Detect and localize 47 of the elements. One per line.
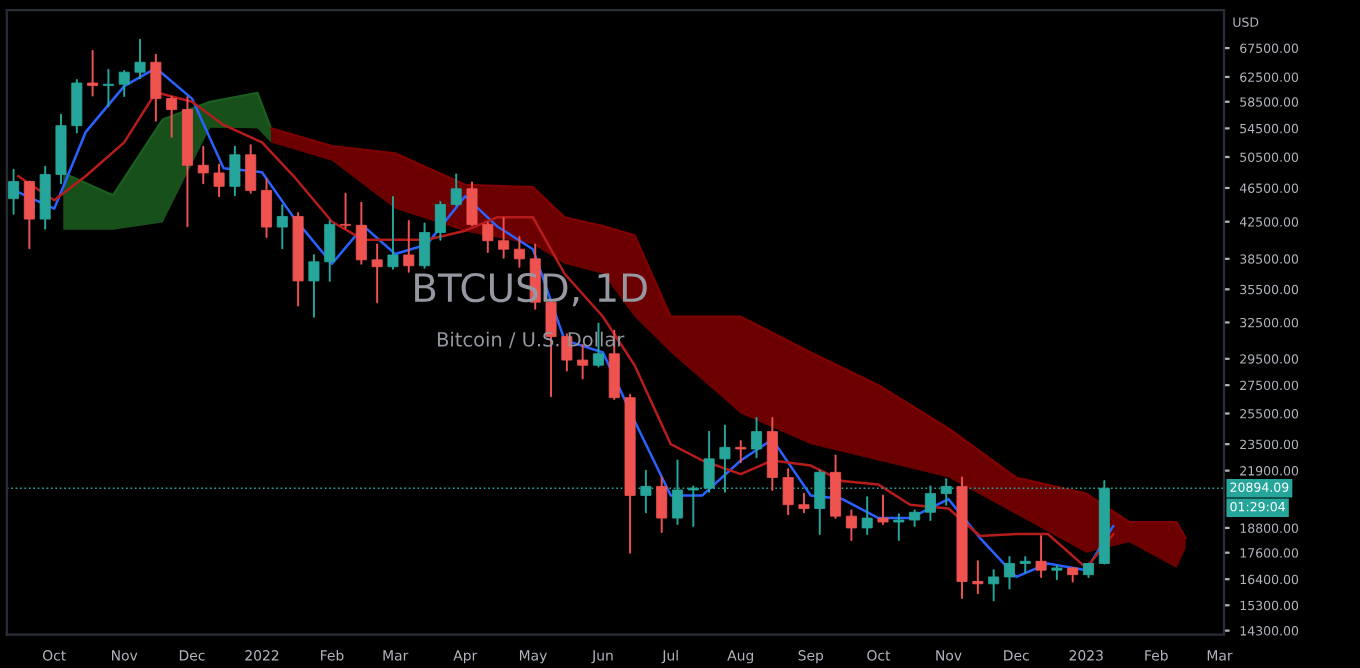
candlestick: [371, 243, 383, 304]
candlestick: [988, 569, 1000, 602]
candlestick: [324, 219, 336, 282]
candlestick: [1035, 535, 1047, 578]
candlestick: [861, 496, 873, 535]
candlestick: [276, 204, 288, 250]
candlestick: [845, 509, 857, 542]
candlestick: [308, 253, 320, 318]
candlestick: [434, 200, 446, 241]
candlestick: [972, 560, 984, 595]
candlestick: [482, 221, 494, 254]
candlestick: [513, 236, 525, 268]
candlestick: [261, 178, 272, 239]
candlestick: [466, 181, 478, 227]
candlestick: [498, 217, 510, 259]
candlestick: [751, 416, 763, 459]
candlestick: [166, 95, 178, 138]
candlestick: [893, 513, 905, 542]
candlestick: [1019, 556, 1031, 574]
candlestick: [197, 145, 209, 185]
candlestick: [150, 53, 162, 122]
candlestick: [134, 38, 146, 80]
candlestick: [39, 165, 51, 230]
candlestick: [23, 180, 35, 250]
candlestick: [577, 344, 589, 380]
candlestick: [877, 494, 889, 525]
candlestick: [102, 68, 114, 108]
candlestick: [766, 416, 778, 491]
candlestick: [387, 195, 399, 270]
candlestick: [213, 163, 225, 198]
candlestick: [87, 49, 99, 97]
candlestick: [656, 476, 668, 533]
candlestick: [798, 492, 810, 514]
candlestick: [355, 201, 367, 265]
candlestick: [229, 145, 241, 197]
candlestick: [8, 168, 20, 215]
candlestick: [419, 222, 431, 269]
candlestick: [1003, 556, 1015, 590]
candlestick: [71, 79, 83, 134]
candlestick: [782, 467, 794, 516]
candlestick: [403, 219, 415, 273]
candlestick: [830, 454, 842, 520]
candlestick: [245, 144, 257, 194]
candlestick: [450, 173, 462, 207]
candlestick: [118, 70, 130, 98]
candlestick: [340, 192, 352, 229]
candlestick: [735, 440, 747, 464]
